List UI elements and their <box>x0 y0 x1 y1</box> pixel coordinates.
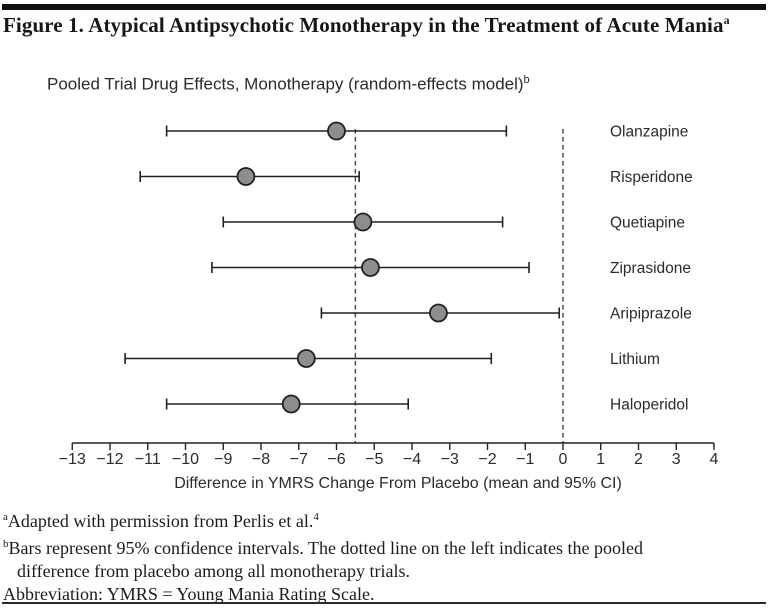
figure-title: Figure 1. Atypical Antipsychotic Monothe… <box>3 13 730 38</box>
footnote-a: aAdapted with permission from Perlis et … <box>3 506 643 533</box>
chart-subtitle-text: Pooled Trial Drug Effects, Monotherapy (… <box>47 74 524 94</box>
forest-row-lithium: Lithium <box>124 349 660 368</box>
mean-marker <box>353 212 373 232</box>
footnote-b-line2: difference from placebo among all monoth… <box>17 561 411 581</box>
figure-title-text: Figure 1. Atypical Antipsychotic Monothe… <box>3 13 724 37</box>
x-axis-tick-label: −1 <box>516 451 534 468</box>
forest-row-haloperidol: Haloperidol <box>165 394 688 414</box>
x-axis-tick-label: −4 <box>403 451 421 468</box>
mean-marker <box>429 303 448 323</box>
x-axis-tick-label: 2 <box>634 451 643 468</box>
forest-row-olanzapine: Olanzapine <box>165 121 688 141</box>
x-axis-tick-label: −10 <box>172 451 199 468</box>
drug-label: Haloperidol <box>610 397 688 414</box>
forest-row-ziprasidone: Ziprasidone <box>211 258 691 277</box>
drug-label: Olanzapine <box>610 124 688 141</box>
x-axis-tick-label: −7 <box>290 451 308 468</box>
chart-subtitle: Pooled Trial Drug Effects, Monotherapy (… <box>47 74 530 95</box>
bottom-rule <box>2 602 766 604</box>
mean-marker <box>327 121 346 141</box>
x-axis-tick-label: −6 <box>327 451 345 468</box>
x-axis-title: Difference in YMRS Change From Placebo (… <box>174 475 622 492</box>
footnote-b-line1: bBars represent 95% confidence intervals… <box>3 533 643 560</box>
drug-label: Quetiapine <box>610 215 685 232</box>
drug-label: Risperidone <box>610 169 693 186</box>
mean-marker <box>296 349 316 368</box>
x-axis-tick-label: −8 <box>252 451 270 468</box>
forest-plot: Olanzapine Risperidone Quetiapine Ziprasido… <box>59 121 719 492</box>
x-axis-tick-label: 4 <box>710 451 719 468</box>
x-axis-tick-label: −13 <box>59 451 86 468</box>
x-axis-tick-label: −11 <box>135 451 161 468</box>
figure-title-superscript: a <box>723 13 730 27</box>
x-axis-tick-label: −12 <box>96 451 123 468</box>
footnotes: aAdapted with permission from Perlis et … <box>3 506 643 606</box>
drug-label: Lithium <box>610 351 660 368</box>
x-axis-tick-label: −5 <box>365 451 383 468</box>
mean-marker <box>361 258 380 277</box>
drug-label: Ziprasidone <box>610 260 691 277</box>
x-axis-tick-label: −3 <box>441 451 459 468</box>
x-axis-tick-label: −9 <box>214 451 232 468</box>
footnote-a-text: Adapted with permission from Perlis et a… <box>7 511 314 531</box>
footnote-abbreviation: Abbreviation: YMRS = Young Mania Rating … <box>3 584 375 604</box>
forest-row-risperidone: Risperidone <box>139 167 693 186</box>
forest-row-aripiprazole: Aripiprazole <box>320 303 692 323</box>
top-rule <box>2 4 766 10</box>
footnote-a-marker: a <box>3 511 8 523</box>
mean-marker <box>281 394 301 414</box>
x-axis-tick-label: 0 <box>559 451 568 468</box>
x-axis-tick-label: −2 <box>478 451 496 468</box>
chart-subtitle-superscript: b <box>523 74 530 86</box>
x-axis-tick-label: 1 <box>596 451 605 468</box>
forest-row-quetiapine: Quetiapine <box>222 212 685 232</box>
footnote-b-text1: Bars represent 95% confidence intervals.… <box>8 538 643 558</box>
mean-marker <box>236 167 256 186</box>
footnote-b-marker: b <box>3 538 9 550</box>
x-axis-tick-label: 3 <box>672 451 681 468</box>
drug-label: Aripiprazole <box>610 306 692 323</box>
footnote-a-citation: 4 <box>313 511 319 523</box>
